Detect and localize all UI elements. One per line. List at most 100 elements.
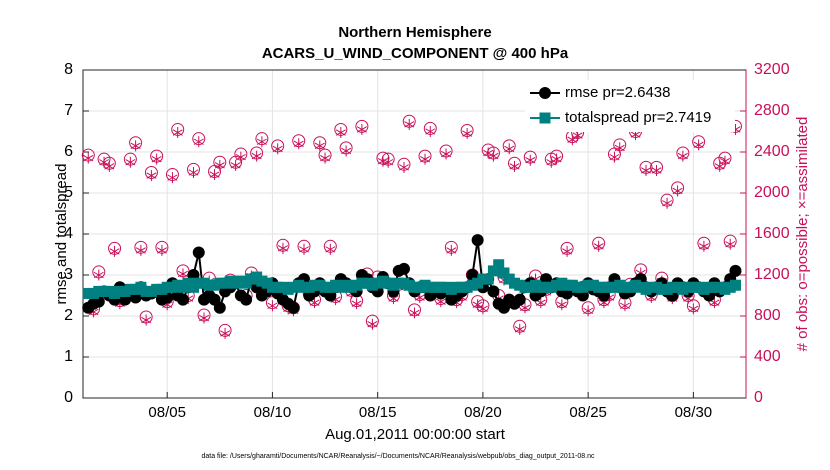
assimilated-marker: [519, 302, 531, 314]
y-axis-label: rmse and totalspread: [53, 164, 70, 305]
assimilated-marker: [277, 242, 288, 254]
assimilated-marker: [398, 161, 409, 173]
assimilated-marker: [383, 156, 394, 168]
y2-tick-label: 400: [754, 348, 781, 365]
assimilated-marker: [125, 156, 136, 168]
assimilated-marker: [177, 268, 188, 280]
rmse-marker: [192, 246, 205, 259]
y2-tick-label: 2800: [754, 102, 790, 119]
assimilated-marker: [146, 170, 157, 182]
assimilated-marker: [725, 238, 736, 250]
assimilated-marker: [267, 300, 278, 312]
assimilated-marker: [404, 118, 415, 130]
assimilated-marker: [567, 134, 578, 146]
assimilated-marker: [272, 143, 283, 155]
assimilated-marker: [719, 155, 730, 167]
y-tick-label: 8: [64, 61, 73, 78]
x-axis-label: Aug.01,2011 00:00:00 start: [325, 426, 506, 443]
assimilated-marker: [156, 244, 167, 256]
y2-axis-label: # of obs: o=possible; ×=assimilated: [794, 117, 811, 352]
assimilated-marker: [641, 164, 652, 176]
assimilated-marker: [230, 159, 241, 171]
rmse-marker: [487, 285, 500, 298]
assimilated-marker: [693, 139, 704, 151]
assimilated-marker: [314, 140, 325, 152]
assimilated-marker: [651, 164, 662, 176]
assimilated-marker: [367, 318, 378, 330]
y-tick-label: 5: [64, 184, 73, 201]
assimilated-marker: [551, 153, 562, 165]
x-tick-label: 08/20: [464, 404, 502, 421]
chart-title: ACARS_U_WIND_COMPONENT @ 400 hPa: [262, 45, 569, 62]
legend-marker: [539, 112, 551, 124]
assimilated-marker: [446, 244, 457, 256]
assimilated-marker: [509, 160, 520, 172]
assimilated-marker: [104, 160, 115, 172]
assimilated-marker: [677, 150, 688, 162]
assimilated-marker: [562, 245, 573, 257]
spread-marker: [729, 279, 741, 291]
y-tick-label: 7: [64, 102, 73, 119]
assimilated-marker: [609, 151, 620, 163]
assimilated-marker: [199, 312, 210, 324]
assimilated-marker: [341, 145, 352, 157]
assimilated-marker: [151, 153, 162, 165]
assimilated-marker: [488, 150, 499, 162]
legend-label: rmse pr=2.6438: [565, 84, 670, 101]
rmse-marker: [513, 293, 526, 306]
assimilated-marker: [441, 148, 452, 160]
series: [82, 259, 741, 299]
y2-tick-label: 2400: [754, 143, 790, 160]
x-tick-label: 08/25: [569, 404, 607, 421]
rmse-marker: [397, 262, 410, 275]
assimilated-marker: [193, 136, 204, 148]
assimilated-marker: [462, 128, 473, 140]
x-tick-label: 08/10: [254, 404, 292, 421]
assimilated-marker: [135, 244, 146, 256]
y-tick-label: 2: [64, 307, 73, 324]
spread-marker: [487, 265, 499, 277]
assimilated-marker: [662, 197, 673, 209]
y-tick-label: 1: [64, 348, 73, 365]
assimilated-marker: [504, 143, 515, 155]
x-tick-label: 08/05: [148, 404, 186, 421]
assimilated-marker: [351, 298, 362, 310]
assimilated-marker: [251, 150, 262, 162]
assimilated-marker: [472, 299, 483, 311]
legend-marker: [539, 87, 551, 99]
y2-tick-label: 3200: [754, 61, 790, 78]
chart-title: Northern Hemisphere: [338, 24, 491, 41]
assimilated-marker: [298, 243, 310, 255]
assimilated-marker: [619, 300, 630, 312]
assimilated-marker: [99, 156, 110, 168]
assimilated-marker: [614, 142, 625, 154]
assimilated-marker: [220, 327, 231, 339]
legend-label: totalspread pr=2.7419: [565, 109, 711, 126]
assimilated-marker: [172, 127, 183, 139]
x-tick-label: 08/30: [675, 404, 713, 421]
assimilated-marker: [93, 269, 104, 281]
spread-marker: [482, 273, 494, 285]
assimilated-marker: [109, 245, 120, 257]
assimilated-marker: [209, 169, 220, 181]
y2-tick-label: 800: [754, 307, 781, 324]
assimilated-marker: [409, 307, 420, 319]
rmse-marker: [729, 264, 742, 277]
y2-tick-label: 0: [754, 389, 763, 406]
assimilated-marker: [256, 136, 267, 148]
assimilated-marker: [556, 299, 567, 311]
rmse-marker: [471, 234, 484, 247]
assimilated-marker: [593, 240, 604, 252]
y-tick-label: 3: [64, 266, 73, 283]
assimilated-marker: [130, 140, 141, 152]
rmse-marker: [176, 293, 189, 306]
assimilated-marker: [688, 303, 699, 315]
assimilated-marker: [514, 323, 525, 335]
assimilated-marker: [477, 303, 488, 315]
y-tick-label: 0: [64, 389, 73, 406]
spread-marker: [493, 259, 505, 271]
rmse-marker: [240, 293, 253, 306]
footnote: data file: /Users/gharamti/Documents/NCA…: [201, 453, 595, 460]
